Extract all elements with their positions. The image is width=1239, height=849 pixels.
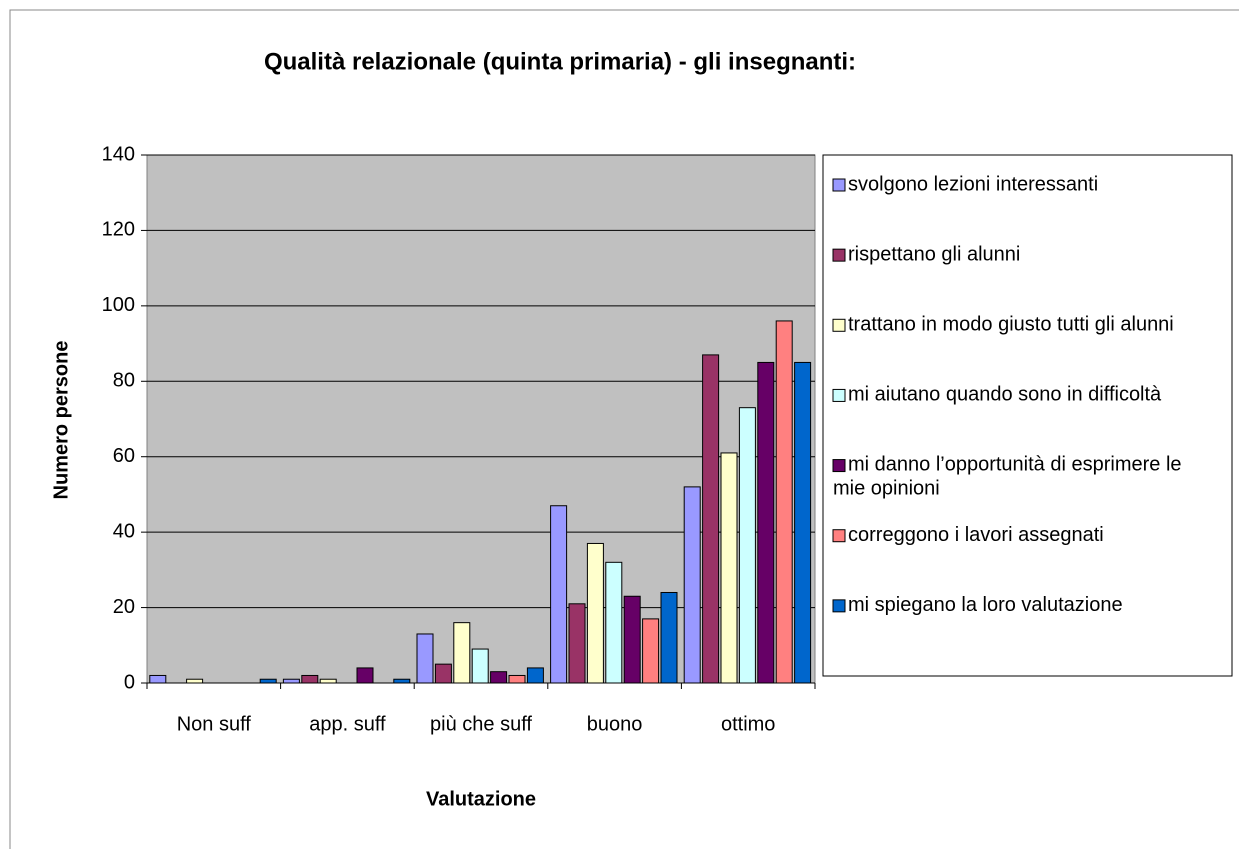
legend-swatch [832,178,846,192]
legend-label: svolgono lezioni interessanti [848,173,1098,195]
legend-swatch [832,529,846,543]
bar [683,486,701,684]
y-tick-label: 80 [113,370,135,392]
legend-box [822,154,1233,677]
bar [586,542,604,684]
bar [416,633,434,684]
bar [605,561,623,684]
x-tick-label: app. suff [309,713,386,735]
bar [434,663,452,684]
bar [526,667,544,684]
bar [186,678,204,684]
x-tick-label: più che suff [430,713,532,735]
x-tick-label: buono [587,713,643,735]
legend-label: rispettano gli alunni [848,243,1020,265]
bar [660,591,678,684]
legend-swatch [832,459,846,473]
bar [623,595,641,684]
bar [356,667,374,684]
bar [508,674,526,684]
y-tick-label: 140 [102,143,135,165]
bar [471,648,489,684]
y-tick-label: 120 [102,219,135,241]
bar [642,618,660,684]
bar [259,678,277,684]
chart-title: Qualità relazionale (quinta primaria) - … [264,48,856,75]
legend-swatch [832,599,846,613]
legend-swatch [832,388,846,402]
bar [149,674,167,684]
legend-label: mi spiegano la loro valutazione [848,594,1123,616]
legend-swatch [832,248,846,262]
legend-label: mi danno l’opportunità di esprimere le mi… [833,454,1182,500]
x-axis-label: Valutazione [426,788,536,810]
bar [282,678,300,684]
y-tick-label: 100 [102,294,135,316]
x-tick-label: ottimo [721,713,775,735]
bar [453,622,471,684]
bar [550,505,568,684]
bar [319,678,337,684]
y-tick-label: 40 [113,520,135,542]
bar [568,603,586,684]
x-tick-label: Non suff [177,713,252,735]
bar [757,361,775,684]
y-tick-label: 20 [113,596,135,618]
bar [794,361,812,684]
y-tick-label: 0 [124,671,135,693]
bar [702,354,720,684]
y-axis-label: Numero persone [50,341,72,500]
legend-swatch [832,318,846,332]
bar [301,674,319,684]
legend-label: trattano in modo giusto tutti gli alunni [848,314,1174,336]
y-tick-label: 60 [113,445,135,467]
legend-label: mi aiutano quando sono in difficoltà [848,384,1162,406]
legend-label: correggono i lavori assegnati [848,524,1104,546]
bar [720,452,738,684]
bar [490,671,508,684]
bar [393,678,411,684]
bar [738,407,756,684]
bar [775,320,793,684]
